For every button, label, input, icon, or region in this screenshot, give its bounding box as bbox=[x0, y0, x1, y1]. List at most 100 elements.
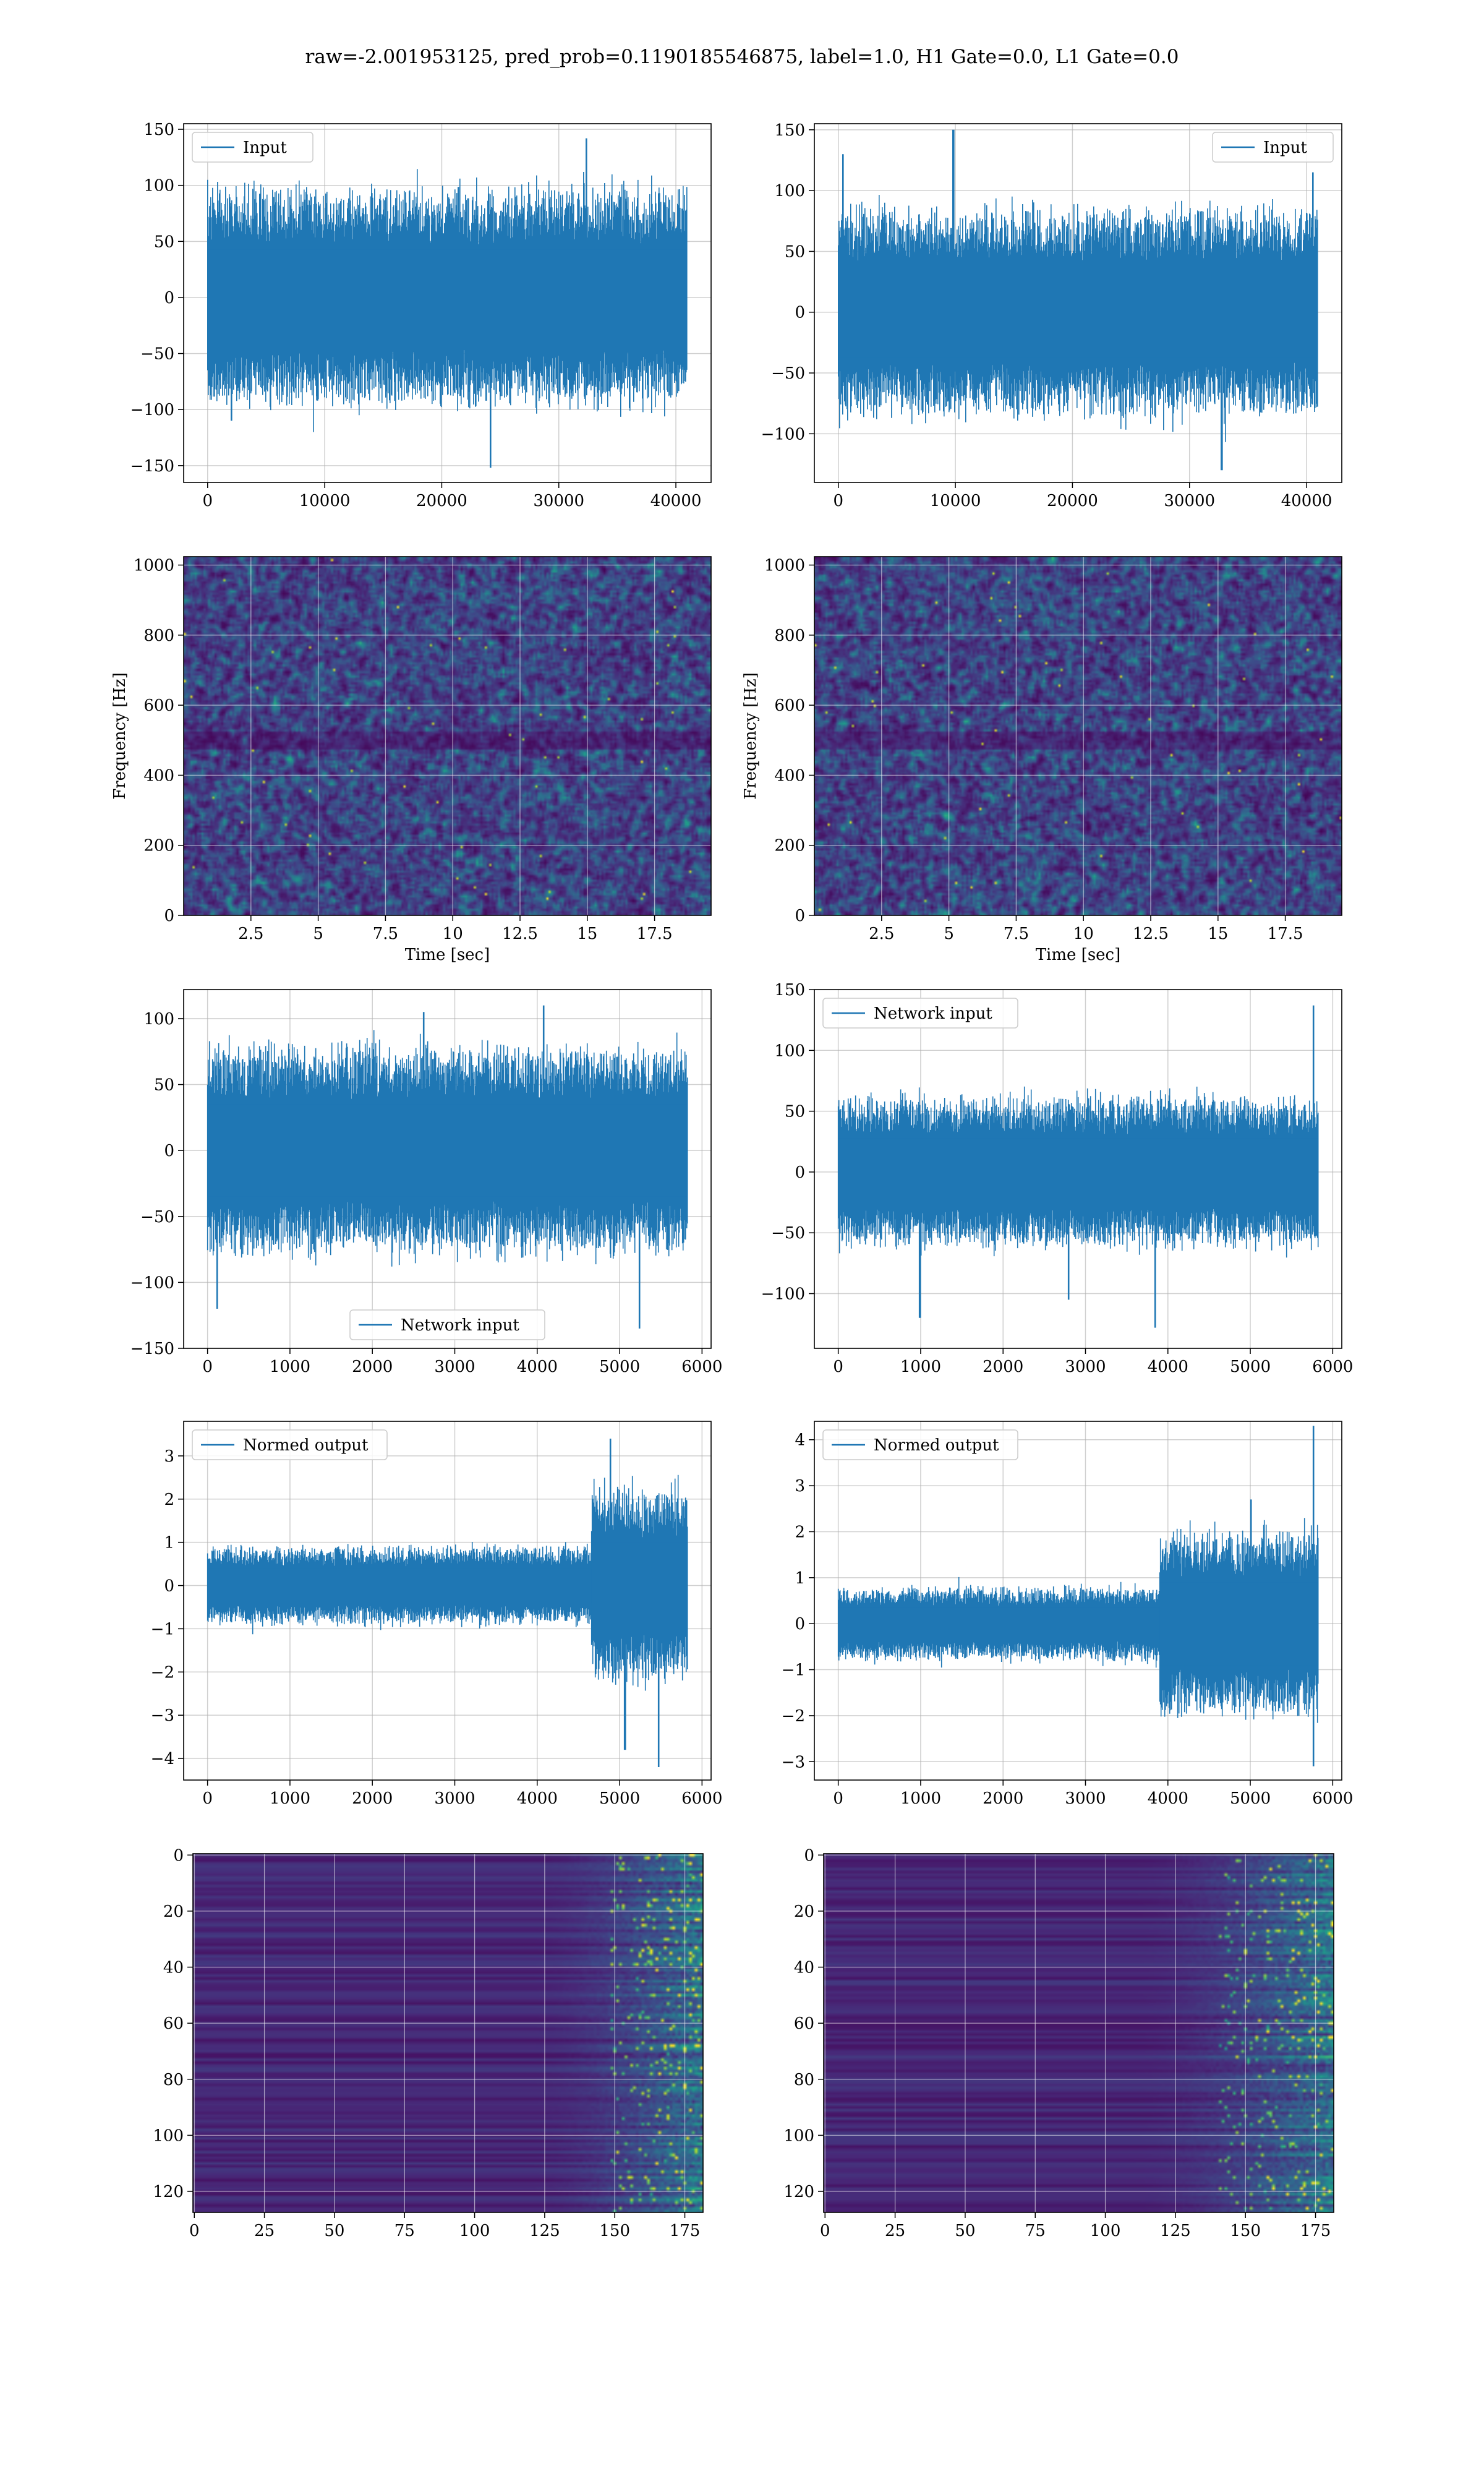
y-tick-label: −2 bbox=[151, 1663, 174, 1682]
x-tick-label: 175 bbox=[670, 2222, 701, 2240]
x-tick-label: 20000 bbox=[416, 492, 467, 510]
x-tick-label: 0 bbox=[833, 492, 843, 510]
y-tick-label: −3 bbox=[782, 1753, 805, 1771]
x-tick-label: 1000 bbox=[900, 1358, 941, 1376]
x-tick-label: 40000 bbox=[1281, 492, 1333, 510]
subplot-7: Normed output 0 1000 2000 3000 4000 5000 6000 −4… bbox=[151, 1421, 722, 1808]
legend: Network input bbox=[822, 998, 1018, 1029]
x-tick-label: 17.5 bbox=[1268, 925, 1303, 943]
x-tick-label: 10 bbox=[1073, 925, 1094, 943]
x-tick-label: 12.5 bbox=[1133, 925, 1169, 943]
heatmap-image bbox=[193, 1854, 703, 2212]
y-tick-label: 40 bbox=[794, 1959, 814, 1977]
y-tick-label: 0 bbox=[164, 907, 174, 925]
legend-label: Network input bbox=[874, 1004, 992, 1023]
subplot-1: Input 0 10000 20000 30000 40000 −150 −100 −50 0 50… bbox=[130, 121, 712, 510]
x-tick-label: 2000 bbox=[352, 1358, 393, 1376]
y-tick-label: 50 bbox=[785, 242, 805, 261]
x-tick-label: 3000 bbox=[1065, 1358, 1106, 1376]
legend: Normed output bbox=[192, 1429, 388, 1460]
x-tick-label: 6000 bbox=[681, 1358, 722, 1376]
x-tick-label: 17.5 bbox=[637, 925, 673, 943]
y-tick-label: 600 bbox=[774, 696, 805, 715]
axes-frame bbox=[814, 1421, 1342, 1781]
axes-frame bbox=[192, 1853, 704, 2213]
y-tick-label: 1000 bbox=[134, 557, 174, 575]
y-tick-label: 0 bbox=[804, 1846, 814, 1865]
subplot-8: Normed output 0 1000 2000 3000 4000 5000 6000 −3… bbox=[782, 1421, 1353, 1808]
x-tick-label: 5000 bbox=[599, 1358, 640, 1376]
y-tick-label: −150 bbox=[130, 1340, 174, 1358]
y-tick-label: 50 bbox=[785, 1103, 805, 1121]
x-tick-label: 12.5 bbox=[502, 925, 538, 943]
legend: Network input bbox=[349, 1309, 545, 1340]
y-tick-label: 0 bbox=[795, 304, 805, 322]
x-tick-label: 5 bbox=[313, 925, 323, 943]
heatmap-image bbox=[824, 1854, 1334, 2212]
subplot-4: 2.5 5 7.5 10 12.5 15 17.5 0 200 400 600 800 1000 Time… bbox=[741, 556, 1342, 964]
x-tick-label: 3000 bbox=[434, 1358, 475, 1376]
y-tick-label: 50 bbox=[154, 233, 174, 251]
heatmap-image bbox=[814, 557, 1342, 915]
x-tick-label: 5000 bbox=[1230, 1789, 1271, 1808]
ticks: 0 10000 20000 30000 40000 −100 −50 0 50 100 150 bbox=[761, 121, 1333, 510]
x-tick-label: 50 bbox=[324, 2222, 344, 2240]
y-tick-label: 20 bbox=[794, 1903, 814, 1921]
axes-frame bbox=[183, 123, 712, 483]
y-tick-label: 800 bbox=[143, 627, 174, 645]
y-axis-label: Frequency [Hz] bbox=[741, 672, 760, 800]
x-tick-label: 25 bbox=[254, 2222, 275, 2240]
ticks: 0 10000 20000 30000 40000 −150 −100 −50 0 50 100 15… bbox=[130, 121, 702, 510]
x-tick-label: 4000 bbox=[1148, 1789, 1188, 1808]
x-tick-label: 10000 bbox=[930, 492, 981, 510]
legend-label: Network input bbox=[401, 1316, 519, 1335]
y-tick-label: 1 bbox=[795, 1569, 805, 1588]
x-tick-label: 4000 bbox=[517, 1789, 558, 1808]
axes-frame bbox=[814, 556, 1342, 916]
y-tick-label: −50 bbox=[140, 345, 174, 364]
y-tick-label: 400 bbox=[774, 766, 805, 785]
x-tick-label: 50 bbox=[955, 2222, 975, 2240]
legend: Input bbox=[192, 132, 313, 163]
x-axis-label: Time [sec] bbox=[1036, 946, 1121, 964]
x-tick-label: 6000 bbox=[681, 1789, 722, 1808]
series-core bbox=[838, 267, 1318, 358]
y-tick-label: 0 bbox=[795, 1615, 805, 1633]
x-axis-label: Time [sec] bbox=[405, 946, 490, 964]
y-tick-label: 200 bbox=[143, 837, 174, 855]
x-tick-label: 5000 bbox=[599, 1789, 640, 1808]
legend: Normed output bbox=[822, 1429, 1018, 1460]
y-tick-label: −3 bbox=[151, 1706, 174, 1725]
legend-label: Normed output bbox=[874, 1436, 999, 1455]
x-tick-label: 7.5 bbox=[1004, 925, 1029, 943]
x-tick-label: 175 bbox=[1300, 2222, 1331, 2240]
grid bbox=[184, 557, 711, 915]
ticks: 2.5 5 7.5 10 12.5 15 17.5 0 200 400 600 800 1000 bbox=[134, 557, 673, 943]
y-tick-label: −4 bbox=[151, 1750, 174, 1768]
x-tick-label: 0 bbox=[833, 1358, 843, 1376]
grid bbox=[814, 557, 1342, 915]
y-axis-label: Frequency [Hz] bbox=[111, 672, 129, 800]
y-tick-label: 60 bbox=[794, 2014, 814, 2033]
x-tick-label: 15 bbox=[1208, 925, 1228, 943]
x-tick-label: 15 bbox=[577, 925, 597, 943]
x-tick-label: 4000 bbox=[1148, 1358, 1188, 1376]
series-core-late bbox=[591, 1542, 688, 1629]
y-tick-label: 150 bbox=[774, 121, 805, 140]
heatmap-image bbox=[184, 557, 711, 915]
x-tick-label: 100 bbox=[459, 2222, 490, 2240]
axes-frame bbox=[183, 556, 712, 916]
y-tick-label: 120 bbox=[783, 2183, 814, 2201]
y-tick-label: 80 bbox=[794, 2071, 814, 2089]
y-tick-label: 80 bbox=[163, 2071, 184, 2089]
x-tick-label: 40000 bbox=[650, 492, 702, 510]
y-tick-label: 100 bbox=[783, 2126, 814, 2145]
y-tick-label: 1000 bbox=[764, 557, 805, 575]
x-tick-label: 0 bbox=[202, 1789, 213, 1808]
y-tick-label: −150 bbox=[130, 457, 174, 476]
y-tick-label: 120 bbox=[153, 2183, 184, 2201]
legend-label: Normed output bbox=[243, 1436, 369, 1455]
y-tick-label: −100 bbox=[761, 1285, 805, 1304]
